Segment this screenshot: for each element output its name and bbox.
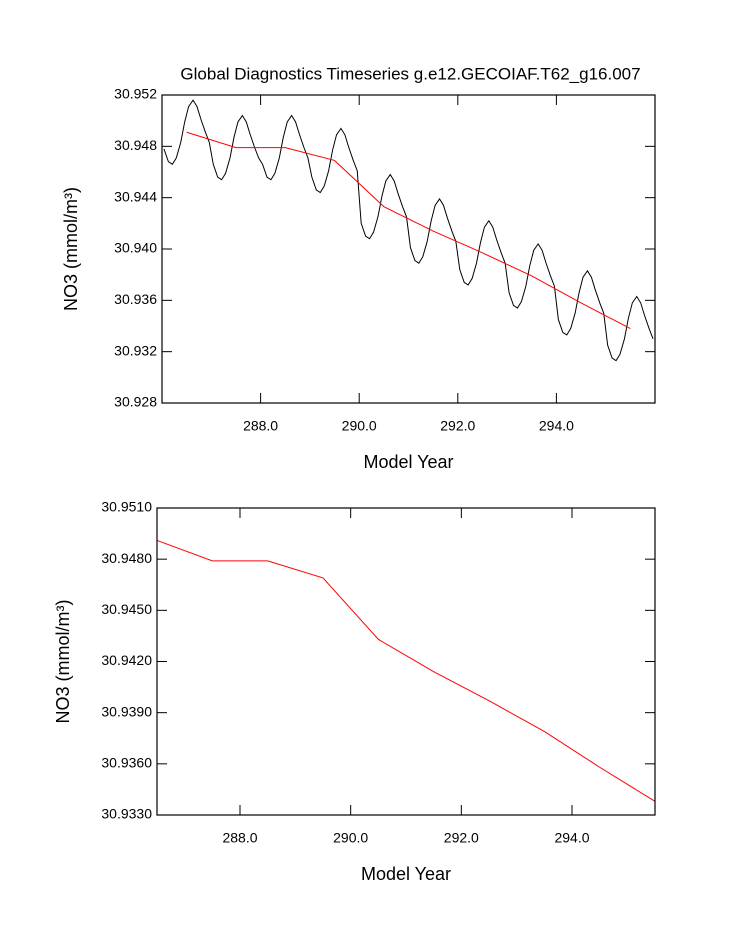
y-tick-label: 30.9360 bbox=[101, 755, 152, 771]
y-tick-label: 30.9480 bbox=[101, 550, 152, 566]
y-tick-label: 30.932 bbox=[114, 342, 157, 358]
x-tick-label: 288.0 bbox=[243, 418, 278, 434]
x-tick-label: 294.0 bbox=[539, 418, 574, 434]
y-tick-label: 30.9420 bbox=[101, 652, 152, 668]
x-tick-label: 290.0 bbox=[333, 830, 368, 846]
series-line bbox=[156, 539, 656, 802]
plot-frame bbox=[161, 94, 656, 404]
x-axis-title: Model Year bbox=[363, 452, 453, 472]
series-line bbox=[186, 131, 631, 330]
y-tick-label: 30.936 bbox=[114, 291, 157, 307]
x-axis-title: Model Year bbox=[361, 864, 451, 884]
y-tick-label: 30.9390 bbox=[101, 703, 152, 719]
y-axis-title: NO3 (mmol/m³) bbox=[61, 187, 81, 311]
series-line bbox=[163, 99, 654, 362]
x-tick-label: 292.0 bbox=[440, 418, 475, 434]
y-axis-title: NO3 (mmol/m³) bbox=[53, 600, 73, 724]
x-tick-label: 290.0 bbox=[342, 418, 377, 434]
y-tick-label: 30.9510 bbox=[101, 499, 152, 515]
x-tick-label: 292.0 bbox=[444, 830, 479, 846]
y-tick-label: 30.9330 bbox=[101, 806, 152, 822]
x-tick-label: 288.0 bbox=[222, 830, 257, 846]
y-tick-label: 30.928 bbox=[114, 394, 157, 410]
y-tick-label: 30.940 bbox=[114, 240, 157, 256]
chart-title: Global Diagnostics Timeseries g.e12.GECO… bbox=[180, 64, 640, 83]
y-tick-label: 30.948 bbox=[114, 137, 157, 153]
plot-frame bbox=[156, 507, 656, 816]
y-tick-label: 30.9450 bbox=[101, 601, 152, 617]
x-tick-label: 294.0 bbox=[554, 830, 589, 846]
y-tick-label: 30.952 bbox=[114, 86, 157, 102]
y-tick-label: 30.944 bbox=[114, 188, 157, 204]
